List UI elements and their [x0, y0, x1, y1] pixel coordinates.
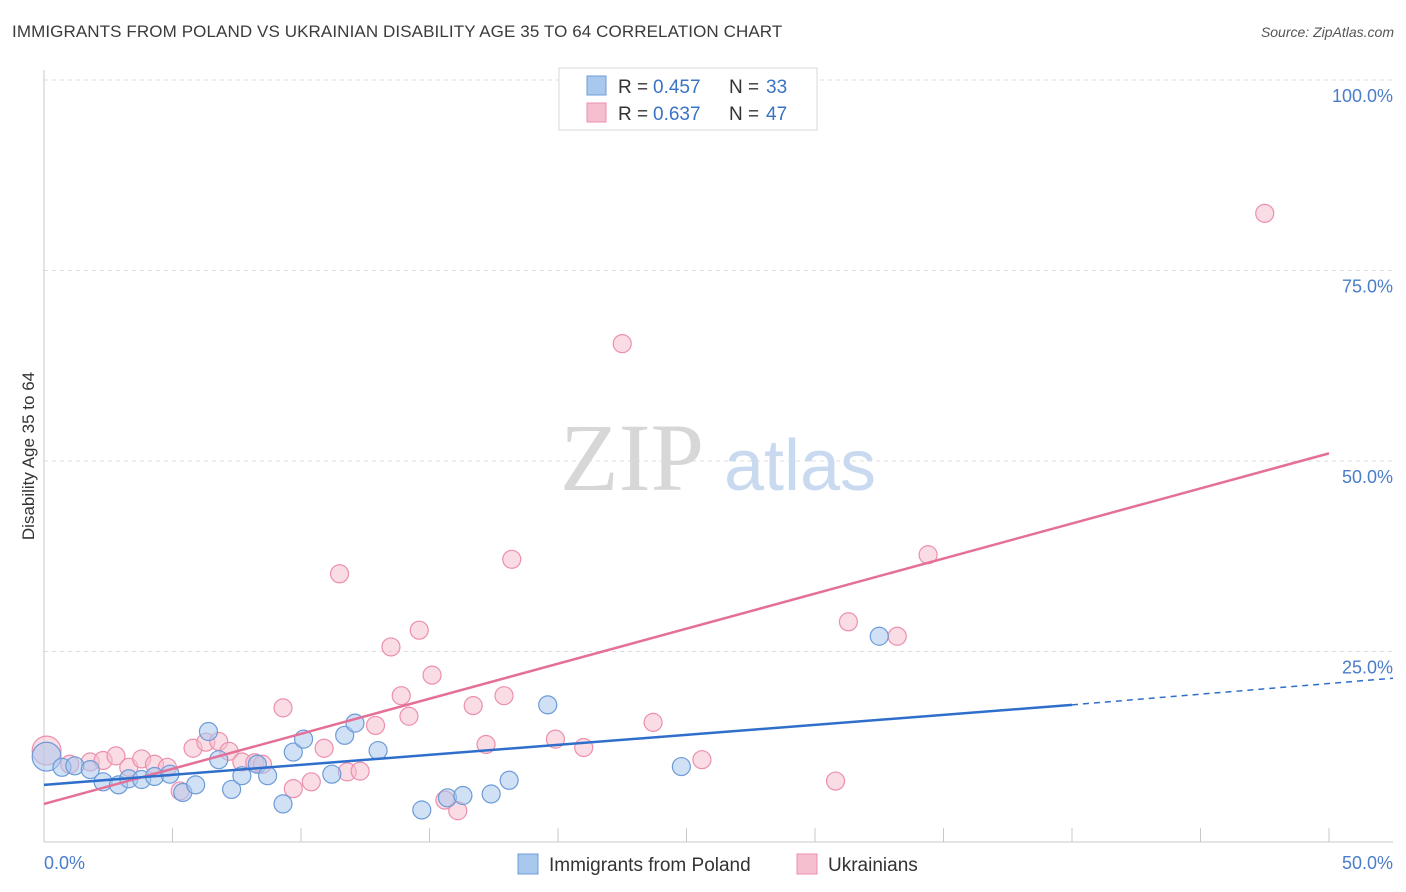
y-tick-label: 25.0% — [1342, 658, 1393, 678]
legend-n-label-1: N = — [729, 77, 759, 98]
poland-trend-extension — [1071, 677, 1394, 706]
ukrainians-point — [643, 712, 663, 732]
legend-r-label-1: R = — [618, 77, 648, 98]
bottom-legend: Immigrants from Poland Ukrainians — [517, 853, 918, 876]
y-tick-label: 75.0% — [1342, 277, 1393, 297]
legend-r-value-2: 0.637 — [653, 104, 701, 125]
legend-box: R = 0.457 N = 33 R = 0.637 N = 47 — [558, 67, 818, 131]
poland-point — [538, 695, 558, 715]
ukrainians-point — [314, 738, 334, 758]
poland-point — [368, 740, 388, 761]
x-tick-label-min: 0.0% — [44, 853, 85, 873]
poland-point — [283, 742, 303, 762]
ukrainians-point — [273, 698, 293, 718]
ukrainians-point — [494, 686, 514, 706]
ukrainians-point — [391, 686, 411, 706]
poland-point — [198, 721, 219, 742]
legend-r-label-2: R = — [618, 104, 648, 125]
ukrainians-point — [329, 564, 350, 584]
poland-point — [412, 800, 432, 820]
poland-point — [232, 766, 252, 786]
ukrainians-point — [399, 706, 419, 726]
bottom-legend-label-poland: Immigrants from Poland — [549, 855, 751, 876]
y-tick-label: 100.0% — [1332, 86, 1393, 106]
poland-point — [222, 779, 242, 800]
y-tick-label: 50.0% — [1342, 467, 1393, 487]
bottom-legend-swatch-poland — [517, 853, 539, 875]
poland-point — [869, 626, 889, 646]
ukrainians-point — [381, 637, 401, 657]
poland-point — [322, 764, 342, 784]
poland-point — [257, 766, 278, 786]
ukrainians-points — [31, 203, 1275, 821]
watermark-zip: ZIP — [560, 404, 704, 511]
poland-point — [499, 770, 519, 790]
ukrainians-point — [463, 696, 483, 716]
trend-lines — [43, 452, 1394, 806]
ukrainians-point — [692, 750, 712, 770]
legend-r-value-1: 0.457 — [653, 77, 701, 98]
source-label: Source: ZipAtlas.com — [1260, 24, 1394, 40]
x-tick-label-max: 50.0% — [1342, 853, 1393, 873]
poland-point — [335, 725, 355, 745]
ukrainians-point — [887, 626, 907, 646]
ukrainians-point — [365, 715, 386, 736]
ukrainians-point — [106, 746, 126, 766]
y-tick-labels: 25.0% 50.0% 75.0% 100.0% — [1332, 86, 1393, 678]
ukrainians-point — [838, 612, 859, 632]
poland-point — [273, 794, 293, 814]
ukrainians-trend-line — [43, 452, 1330, 806]
ukrainians-point — [301, 772, 321, 792]
poland-point — [671, 756, 691, 777]
watermark-atlas: atlas — [724, 426, 876, 506]
legend-n-label-2: N = — [729, 104, 759, 125]
legend-n-value-2: 47 — [766, 104, 787, 125]
legend-n-value-1: 33 — [766, 77, 787, 98]
ukrainians-point — [502, 549, 522, 569]
grid-lines — [44, 79, 1393, 652]
bottom-legend-swatch-ukrainians — [796, 853, 818, 875]
poland-point — [80, 760, 100, 780]
ukrainians-point — [1255, 203, 1275, 223]
x-axis-ticks — [43, 828, 1330, 842]
ukrainians-point — [612, 334, 632, 354]
ukrainians-point — [409, 620, 429, 640]
poland-point — [481, 784, 501, 804]
ukrainians-point — [825, 771, 846, 791]
poland-points — [31, 626, 889, 820]
ukrainians-point — [422, 665, 442, 685]
legend-swatch-poland — [586, 75, 607, 96]
bottom-legend-label-ukrainians: Ukrainians — [828, 855, 918, 876]
poland-point — [453, 785, 473, 806]
poland-trend-line — [43, 703, 1073, 787]
legend-swatch-ukrainians — [586, 102, 607, 123]
ukrainians-point — [283, 779, 303, 799]
poland-point — [186, 775, 206, 795]
y-axis-title: Disability Age 35 to 64 — [19, 372, 38, 540]
chart-title: IMMIGRANTS FROM POLAND VS UKRAINIAN DISA… — [12, 22, 783, 41]
ukrainians-point — [350, 761, 370, 781]
